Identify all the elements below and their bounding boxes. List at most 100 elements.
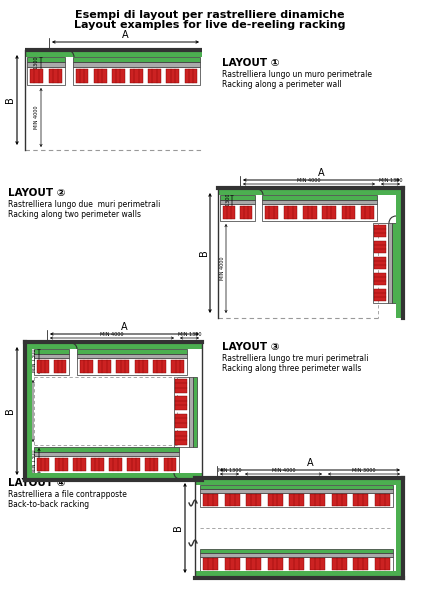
Bar [130, 69, 143, 83]
Bar [34, 353, 69, 358]
Bar [34, 447, 179, 452]
Bar [34, 358, 69, 375]
Bar [153, 360, 166, 373]
Bar [375, 558, 390, 569]
Bar [220, 195, 255, 200]
Bar [265, 206, 278, 220]
Bar [200, 485, 393, 489]
Bar [30, 69, 43, 83]
Bar [148, 69, 161, 83]
Text: B: B [5, 96, 16, 104]
Bar [373, 223, 388, 303]
Bar [361, 206, 374, 220]
Bar [200, 549, 393, 553]
Bar [220, 200, 255, 204]
Bar [49, 69, 62, 83]
Bar [396, 188, 401, 318]
Text: LAYOUT ③: LAYOUT ③ [222, 342, 280, 352]
Bar [77, 349, 187, 353]
Bar [353, 494, 368, 506]
Bar [91, 458, 104, 471]
Bar [176, 431, 187, 445]
Bar [374, 273, 386, 286]
Bar [80, 360, 93, 373]
Text: MIN 4000: MIN 4000 [297, 177, 321, 183]
Bar [25, 52, 202, 57]
Bar [27, 67, 65, 85]
Text: MIN 1300: MIN 1300 [218, 468, 241, 472]
Bar [176, 379, 187, 393]
Bar [203, 558, 218, 569]
Bar [34, 349, 69, 353]
Bar [37, 458, 49, 471]
Text: A: A [306, 459, 313, 468]
Text: Back-to-back racking: Back-to-back racking [8, 500, 89, 509]
Text: Racking along a perimeter wall: Racking along a perimeter wall [222, 80, 342, 89]
Text: A: A [122, 30, 129, 40]
Bar [225, 494, 240, 506]
Text: B: B [198, 250, 208, 256]
Bar [55, 458, 67, 471]
Bar [388, 223, 392, 303]
Bar [375, 494, 390, 506]
Bar [34, 452, 179, 456]
Bar [353, 558, 368, 569]
Bar [76, 69, 88, 83]
Bar [98, 360, 111, 373]
Text: Racking along three perimeter walls: Racking along three perimeter walls [222, 364, 361, 373]
Bar [200, 557, 393, 571]
Bar [200, 493, 393, 507]
Bar [189, 377, 193, 447]
Bar [34, 456, 179, 473]
Bar [73, 458, 85, 471]
Bar [374, 256, 386, 270]
Bar [303, 206, 317, 220]
Text: MIN 1300: MIN 1300 [32, 450, 37, 473]
Bar [164, 458, 176, 471]
Text: B: B [173, 525, 184, 531]
Bar [392, 223, 396, 303]
Text: MIN 4000: MIN 4000 [100, 331, 124, 337]
Bar [146, 458, 158, 471]
Text: Rastrelliera lungo due  muri perimetrali: Rastrelliera lungo due muri perimetrali [8, 200, 160, 209]
Bar [27, 57, 65, 62]
Bar [37, 360, 49, 373]
Text: Rastrelliera a file contrapposte: Rastrelliera a file contrapposte [8, 490, 127, 499]
Bar [332, 494, 347, 506]
Bar [223, 206, 235, 220]
Bar [94, 69, 107, 83]
Bar [289, 558, 304, 569]
Bar [135, 360, 148, 373]
Bar [25, 473, 202, 478]
Bar [166, 69, 179, 83]
Text: MIN 1300: MIN 1300 [35, 57, 40, 80]
Bar [112, 69, 125, 83]
Bar [374, 224, 386, 237]
Bar [73, 62, 200, 67]
Text: Layout examples for live de-reeling racking: Layout examples for live de-reeling rack… [74, 20, 346, 30]
Bar [200, 553, 393, 557]
Text: LAYOUT ④: LAYOUT ④ [8, 478, 66, 488]
Bar [73, 67, 200, 85]
Bar [203, 494, 218, 506]
Bar [117, 360, 129, 373]
Text: MIN 1300: MIN 1300 [379, 177, 402, 183]
Bar [73, 57, 200, 62]
Bar [195, 571, 403, 576]
Bar [127, 458, 140, 471]
Bar [195, 480, 403, 485]
Bar [268, 558, 282, 569]
Bar [200, 489, 393, 493]
Bar [262, 200, 377, 204]
Bar [193, 377, 197, 447]
Bar [184, 69, 197, 83]
Text: MIN 4000: MIN 4000 [27, 399, 32, 423]
Bar [176, 414, 187, 428]
Bar [341, 206, 355, 220]
Bar [77, 353, 187, 358]
Text: MIN 1300: MIN 1300 [226, 194, 231, 217]
Text: Rastrelliera lungo tre muri perimetrali: Rastrelliera lungo tre muri perimetrali [222, 354, 368, 363]
Text: A: A [318, 168, 325, 178]
Bar [27, 62, 65, 67]
Text: Rastrelliera lungo un muro perimetrale: Rastrelliera lungo un muro perimetrale [222, 70, 372, 79]
